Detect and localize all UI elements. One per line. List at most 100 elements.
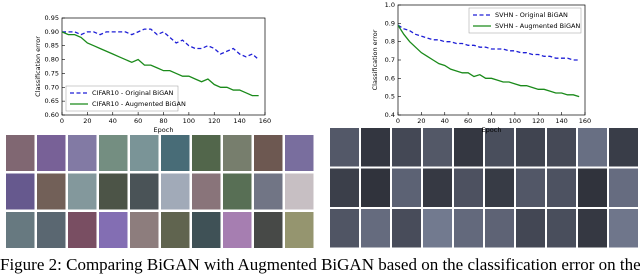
thumbnail [6, 212, 35, 248]
chart: 0.60 0.65 0.70 0.75 0.80 0.85 0.90 0.95 0 20 40 60 8… [34, 14, 271, 134]
x-tick-label: 60 [134, 117, 142, 125]
x-tick-label: 160 [259, 117, 271, 125]
thumbnail [37, 135, 66, 171]
x-tick-label: 140 [233, 117, 245, 125]
x-tick-label: 160 [579, 117, 591, 125]
y-tick-label: 0.5 [385, 93, 395, 101]
thumbnail [99, 173, 128, 210]
series-line [397, 24, 580, 98]
legend-label: SVHN - Original BiGAN [495, 11, 568, 19]
series-line [61, 31, 259, 97]
y-tick-label: 0.90 [45, 28, 59, 36]
series-line [397, 24, 580, 61]
thumbnail [285, 135, 314, 171]
series-line [62, 28, 260, 61]
thumbnail [37, 212, 66, 248]
thumbnail [516, 209, 545, 248]
thumbnail [454, 168, 483, 207]
thumbnail [130, 212, 159, 248]
thumbnail [223, 173, 252, 210]
y-tick-label: 0.4 [385, 111, 395, 119]
thumbnail [361, 168, 390, 207]
x-tick-label: 80 [487, 117, 495, 125]
y-tick-label: 0.60 [45, 111, 59, 119]
x-tick-label: 140 [555, 117, 567, 125]
thumbnail [223, 212, 252, 248]
y-tick-label: 0.80 [45, 56, 59, 64]
thumbnail [68, 135, 97, 171]
legend-label: CIFAR10 - Augmented BiGAN [92, 100, 186, 108]
thumbnail [454, 209, 483, 248]
thumbnail [392, 128, 421, 167]
x-tick-label: 0 [60, 117, 64, 125]
thumbnail [578, 209, 607, 248]
thumbnail [37, 173, 66, 210]
thumbnail [99, 135, 128, 171]
x-tick-label: 120 [532, 117, 544, 125]
x-tick-label: 40 [109, 117, 117, 125]
thumbnail [578, 128, 607, 167]
x-tick-label: 20 [417, 117, 425, 125]
legend-box [468, 7, 582, 34]
thumbnail [68, 173, 97, 210]
thumbnail [161, 135, 190, 171]
thumbnail [330, 128, 359, 167]
thumbnail [609, 128, 638, 167]
thumbnail [423, 209, 452, 248]
y-tick-label: 0.85 [45, 42, 59, 50]
thumbnail [130, 135, 159, 171]
x-axis-label: Epoch [482, 126, 502, 134]
thumbnail [392, 168, 421, 207]
thumbnail [609, 168, 638, 207]
thumbnail [254, 173, 283, 210]
legend-label: SVHN - Augmented BiGAN [495, 22, 580, 30]
legend-label: CIFAR10 - Original BiGAN [92, 89, 174, 97]
thumbnail [161, 212, 190, 248]
thumbnail [254, 135, 283, 171]
thumbnail [454, 128, 483, 167]
thumbnail [161, 173, 190, 210]
x-tick-label: 0 [396, 117, 400, 125]
thumbnail [423, 168, 452, 207]
thumbnail [516, 168, 545, 207]
thumbnail [485, 209, 514, 248]
thumbnail [6, 173, 35, 210]
thumbnail [99, 212, 128, 248]
thumbnail [6, 135, 35, 171]
x-tick-label: 20 [83, 117, 91, 125]
thumbnail [485, 168, 514, 207]
thumbnail [423, 128, 452, 167]
thumbnail [485, 128, 514, 167]
thumbnail [254, 212, 283, 248]
x-tick-label: 80 [159, 117, 167, 125]
thumbnail [330, 168, 359, 207]
y-axis-label: Classification error [34, 36, 42, 97]
thumbnail [547, 128, 576, 167]
thumbnail [68, 212, 97, 248]
y-tick-label: 0.6 [385, 74, 395, 82]
thumbnail [361, 209, 390, 248]
x-tick-label: 100 [509, 117, 521, 125]
thumbnail [192, 212, 221, 248]
thumbnail [361, 128, 390, 167]
y-axis-label: Classification error [371, 29, 379, 90]
x-tick-label: 120 [208, 117, 220, 125]
x-axis-label: Epoch [154, 126, 174, 134]
thumbnail [192, 135, 221, 171]
x-tick-label: 60 [464, 117, 472, 125]
y-tick-label: 0.7 [385, 56, 395, 64]
thumbnail [547, 168, 576, 207]
x-tick-label: 40 [441, 117, 449, 125]
thumbnail [609, 209, 638, 248]
y-tick-label: 0.95 [45, 14, 59, 22]
thumbnail [223, 135, 252, 171]
thumbnail [285, 173, 314, 210]
caption: Figure 2: Comparing BiGAN with Augmented… [0, 255, 640, 274]
thumbnail [285, 212, 314, 248]
thumbnail [516, 128, 545, 167]
y-tick-label: 1.0 [385, 1, 395, 9]
thumbnail [130, 173, 159, 210]
y-tick-label: 0.75 [45, 69, 59, 77]
